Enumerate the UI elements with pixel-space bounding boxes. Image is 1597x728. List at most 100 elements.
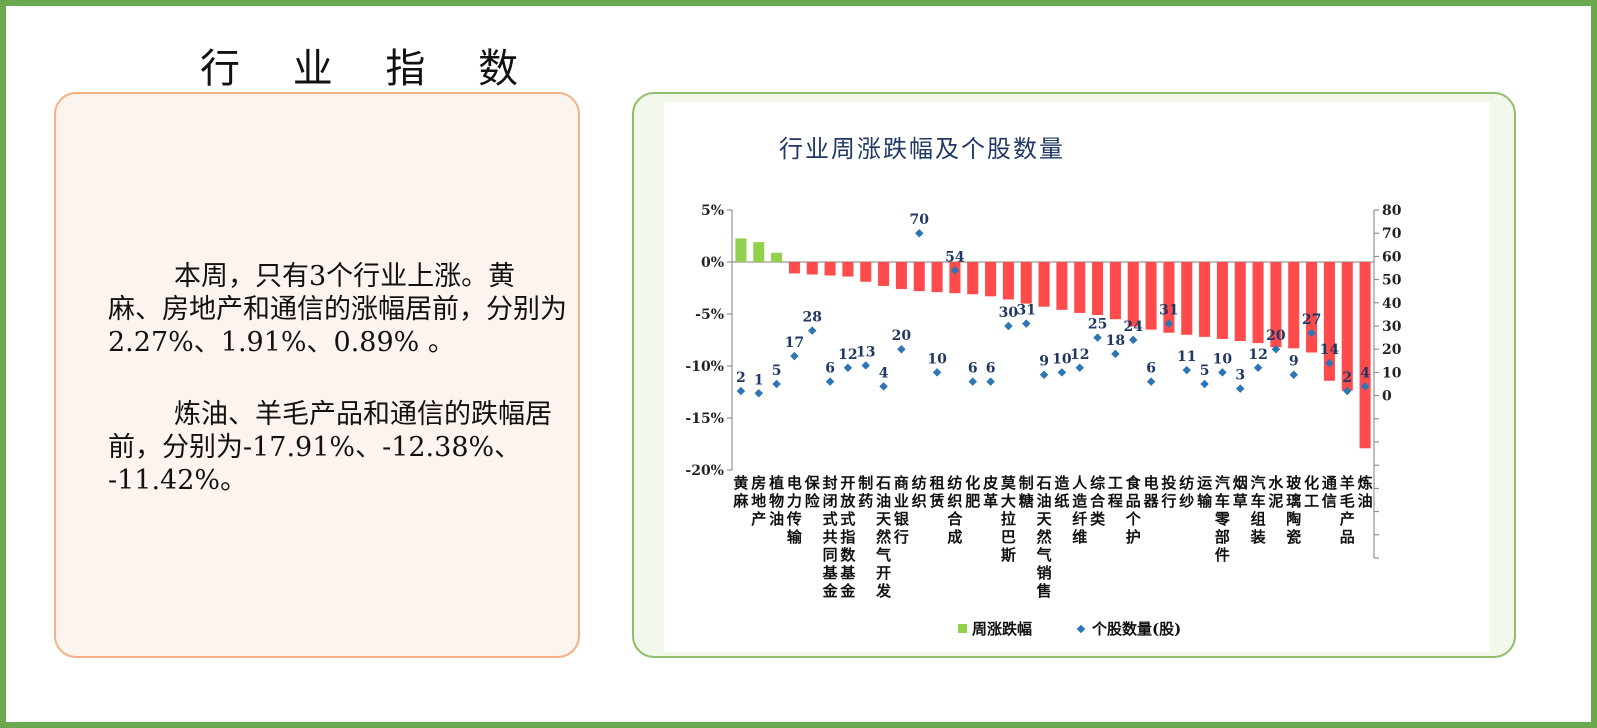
page-title: 行 业 指 数: [200, 46, 539, 92]
data-label-stock-count: 6: [825, 361, 835, 377]
bar-weekly-change: [1270, 262, 1282, 348]
marker-stock-count: [1307, 328, 1316, 338]
category-label: 通信: [1322, 474, 1337, 510]
bar-weekly-change: [878, 262, 890, 286]
marker-stock-count: [790, 351, 799, 361]
category-label: 炼油: [1358, 474, 1373, 510]
marker-stock-count: [1146, 377, 1156, 386]
category-label: 封闭式共同基金: [822, 474, 839, 600]
data-label-stock-count: 30: [999, 305, 1019, 321]
marker-stock-count: [1236, 384, 1245, 393]
data-label-stock-count: 27: [1302, 312, 1321, 328]
summary-text-up: 本周，只有3个行业上涨。黄麻、房地产和通信的涨幅居前，分别为 2.27%、1.9…: [108, 261, 567, 358]
bar-weekly-change: [931, 262, 943, 293]
category-label: 运输: [1197, 474, 1213, 510]
chart-panel: 行业周涨跌幅及个股数量 5% 0% -5% -10% -15% -20% 80 70 60 50 4…: [632, 92, 1516, 658]
legend-swatch-stock-count: [1076, 624, 1086, 634]
bar-weekly-change: [1074, 262, 1086, 313]
category-label: 综合类: [1089, 474, 1106, 528]
category-label: 化肥: [965, 474, 980, 510]
category-label: 纺织合成: [946, 474, 963, 546]
category-label: 纺纱: [1179, 474, 1194, 510]
bar-weekly-change: [771, 252, 783, 262]
right-axis-tick-label: 40: [1382, 296, 1402, 312]
data-label-stock-count: 10: [927, 351, 947, 367]
left-axis-tick-label: 0%: [701, 255, 724, 271]
bar-weekly-change: [1341, 262, 1353, 391]
right-axis-tick-label: 70: [1382, 226, 1402, 242]
bar-weekly-change: [985, 262, 997, 297]
data-label-stock-count: 20: [1266, 328, 1286, 344]
data-label-stock-count: 5: [772, 363, 782, 379]
right-axis-tick-label: 80: [1382, 203, 1402, 219]
bar-weekly-change: [860, 262, 872, 282]
marker-stock-count: [986, 377, 995, 386]
category-label: 商业银行: [893, 474, 910, 546]
category-label: 造纸: [1054, 474, 1069, 510]
bar-weekly-change: [1109, 262, 1121, 320]
category-label: 开放式指数基金: [839, 474, 856, 600]
marker-stock-count: [1289, 370, 1298, 379]
marker-stock-count: [1253, 363, 1263, 373]
marker-stock-count: [1111, 349, 1120, 359]
category-label: 石油天然气销售: [1036, 474, 1053, 600]
marker-stock-count: [1360, 382, 1370, 391]
category-label: 莫大拉巴斯: [1001, 474, 1017, 564]
data-label-stock-count: 1: [754, 372, 764, 388]
data-label-stock-count: 18: [1106, 333, 1125, 349]
bar-weekly-change: [842, 262, 854, 277]
marker-stock-count: [1218, 368, 1227, 377]
category-label: 皮革: [983, 474, 998, 510]
marker-stock-count: [843, 363, 853, 373]
data-label-stock-count: 6: [1146, 361, 1156, 377]
marker-stock-count: [968, 377, 977, 386]
summary-paragraph-up: 本周，只有3个行业上涨。黄麻、房地产和通信的涨幅居前，分别为 2.27%、1.9…: [108, 260, 568, 359]
marker-stock-count: [1325, 358, 1334, 368]
category-label: 制糖: [1019, 474, 1034, 510]
category-label: 人造纤维: [1072, 474, 1088, 546]
right-axis-tick-label: 20: [1382, 342, 1402, 358]
marker-stock-count: [808, 326, 817, 335]
category-label: 水泥: [1268, 474, 1284, 510]
right-axis-tick-label: 10: [1382, 365, 1402, 381]
bar-weekly-change: [806, 262, 818, 275]
data-label-stock-count: 4: [879, 365, 889, 381]
marker-stock-count: [1022, 319, 1031, 328]
bar-weekly-change: [753, 242, 765, 262]
legend-swatch-weekly-change: [958, 624, 967, 633]
data-label-stock-count: 31: [1017, 303, 1036, 319]
bar-weekly-change: [824, 262, 836, 276]
data-label-stock-count: 2: [736, 370, 746, 386]
category-label: 工程: [1108, 474, 1123, 510]
bar-weekly-change: [1002, 262, 1014, 300]
data-label-stock-count: 10: [1052, 351, 1072, 367]
marker-stock-count: [825, 377, 835, 386]
marker-stock-count: [772, 379, 781, 389]
marker-stock-count: [1039, 370, 1049, 379]
category-label: 纺织: [912, 474, 927, 510]
data-label-stock-count: 54: [945, 249, 965, 265]
marker-stock-count: [1057, 368, 1067, 377]
bar-weekly-change: [967, 262, 979, 295]
marker-stock-count: [1093, 333, 1102, 342]
marker-stock-count: [950, 266, 960, 275]
marker-stock-count: [1075, 363, 1084, 373]
summary-paragraph-down: 炼油、羊毛产品和通信的跌幅居前，分别为-17.91%、-12.38%、 -11.…: [108, 398, 568, 497]
data-label-stock-count: 28: [803, 310, 822, 326]
data-label-stock-count: 24: [1124, 319, 1144, 335]
category-label: 玻璃陶瓷: [1286, 474, 1302, 546]
right-axis-tick-label: 60: [1382, 249, 1402, 265]
right-axis-tick-label: 50: [1382, 273, 1402, 289]
category-label: 汽车零部件: [1214, 474, 1231, 564]
bar-weekly-change: [895, 262, 907, 290]
marker-stock-count: [754, 389, 763, 398]
marker-stock-count: [1200, 379, 1209, 389]
bar-weekly-change: [1306, 262, 1318, 353]
data-label-stock-count: 5: [1200, 363, 1210, 379]
bar-weekly-change: [1234, 262, 1246, 342]
bar-weekly-change: [1145, 262, 1157, 330]
data-label-stock-count: 31: [1159, 303, 1178, 319]
bar-weekly-change: [1092, 262, 1104, 316]
bar-weekly-change: [949, 262, 961, 294]
data-label-stock-count: 20: [892, 328, 912, 344]
